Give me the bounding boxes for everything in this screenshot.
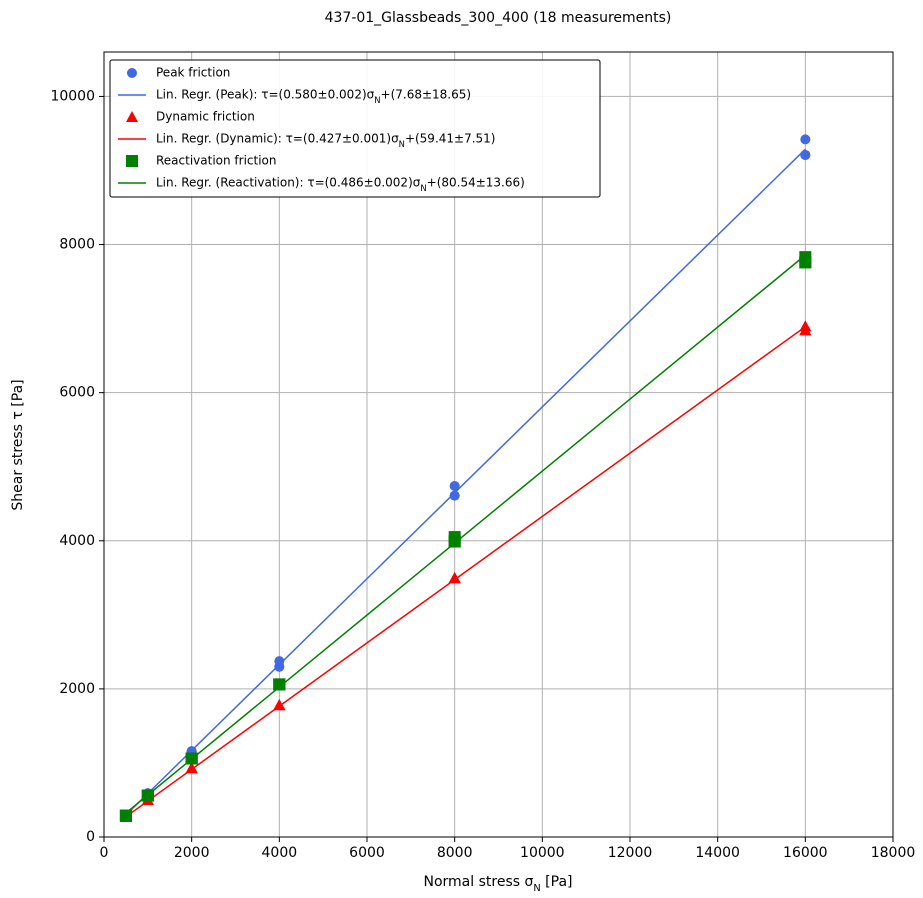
regression-line xyxy=(125,326,806,818)
point xyxy=(800,149,811,160)
x-tick-label: 18000 xyxy=(871,845,916,861)
point xyxy=(448,572,461,584)
legend-label: Reactivation friction xyxy=(156,154,277,168)
legend-swatch xyxy=(126,155,138,167)
legend-label: Lin. Regr. (Reactivation): τ=(0.486±0.00… xyxy=(156,176,525,193)
point xyxy=(799,256,812,269)
point xyxy=(273,678,286,691)
point xyxy=(449,480,460,491)
point xyxy=(185,762,198,774)
x-tick-label: 10000 xyxy=(520,845,565,861)
x-tick-label: 16000 xyxy=(783,845,828,861)
x-tick-label: 8000 xyxy=(437,845,473,861)
y-tick-label: 6000 xyxy=(59,385,95,401)
x-tick-label: 6000 xyxy=(349,845,385,861)
x-tick-label: 2000 xyxy=(174,845,210,861)
regression-line xyxy=(125,148,806,816)
y-tick-label: 4000 xyxy=(59,533,95,549)
point xyxy=(800,134,811,145)
point xyxy=(799,324,812,336)
y-tick-label: 10000 xyxy=(50,88,95,104)
x-tick-label: 14000 xyxy=(695,845,740,861)
y-tick-label: 0 xyxy=(86,829,95,845)
x-axis-label: Normal stress σN [Pa] xyxy=(424,874,573,894)
point xyxy=(448,535,461,548)
legend-label: Lin. Regr. (Dynamic): τ=(0.427±0.001)σN+… xyxy=(156,132,495,149)
plot-frame xyxy=(103,51,894,838)
legend-swatch xyxy=(127,68,137,78)
point xyxy=(449,490,460,501)
y-tick-label: 8000 xyxy=(59,237,95,253)
chart-title: 437-01_Glassbeads_300_400 (18 measuremen… xyxy=(325,10,672,26)
y-tick-label: 2000 xyxy=(59,681,95,697)
legend-swatch xyxy=(126,111,138,122)
x-tick-label: 4000 xyxy=(262,845,298,861)
point xyxy=(119,809,132,822)
legend-label: Peak friction xyxy=(156,66,230,80)
point xyxy=(274,661,285,672)
legend-label: Lin. Regr. (Peak): τ=(0.580±0.002)σN+(7.… xyxy=(156,88,471,105)
regression-line xyxy=(125,254,806,814)
legend-box xyxy=(109,59,601,198)
y-axis-label: Shear stress τ [Pa] xyxy=(10,379,26,510)
legend-label: Dynamic friction xyxy=(156,110,255,124)
x-tick-label: 12000 xyxy=(608,845,653,861)
x-tick-label: 0 xyxy=(100,845,109,861)
